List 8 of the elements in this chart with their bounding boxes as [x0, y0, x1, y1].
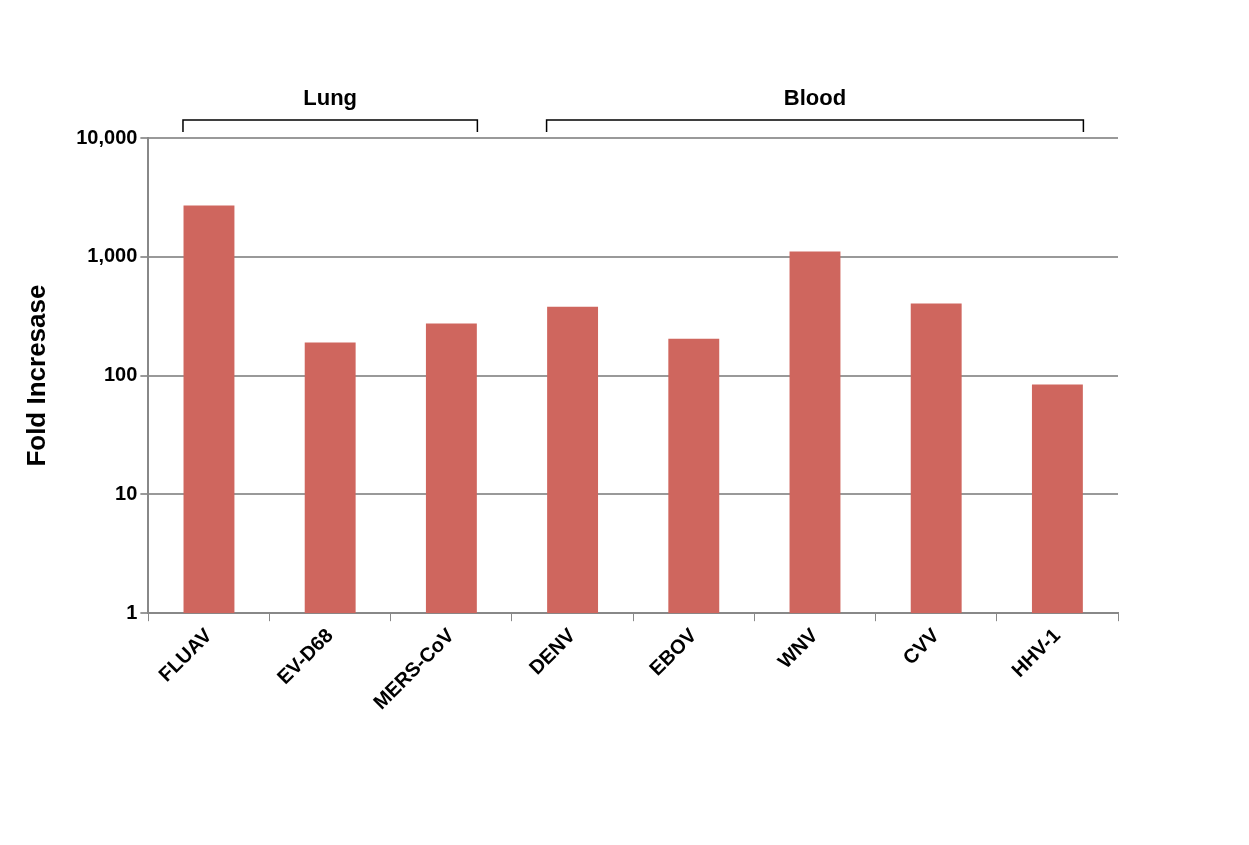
- y-tick-label: 10,000: [76, 125, 138, 148]
- text: Blood: [783, 85, 847, 111]
- y-axis-title: Fold Incresase: [20, 284, 51, 467]
- y-tick-label: 1: [126, 600, 138, 623]
- text: Lung: [303, 85, 358, 111]
- y-tick-label: 1,000: [87, 244, 138, 267]
- y-tick-label: 10: [115, 481, 138, 504]
- y-tick-label: 100: [104, 363, 138, 386]
